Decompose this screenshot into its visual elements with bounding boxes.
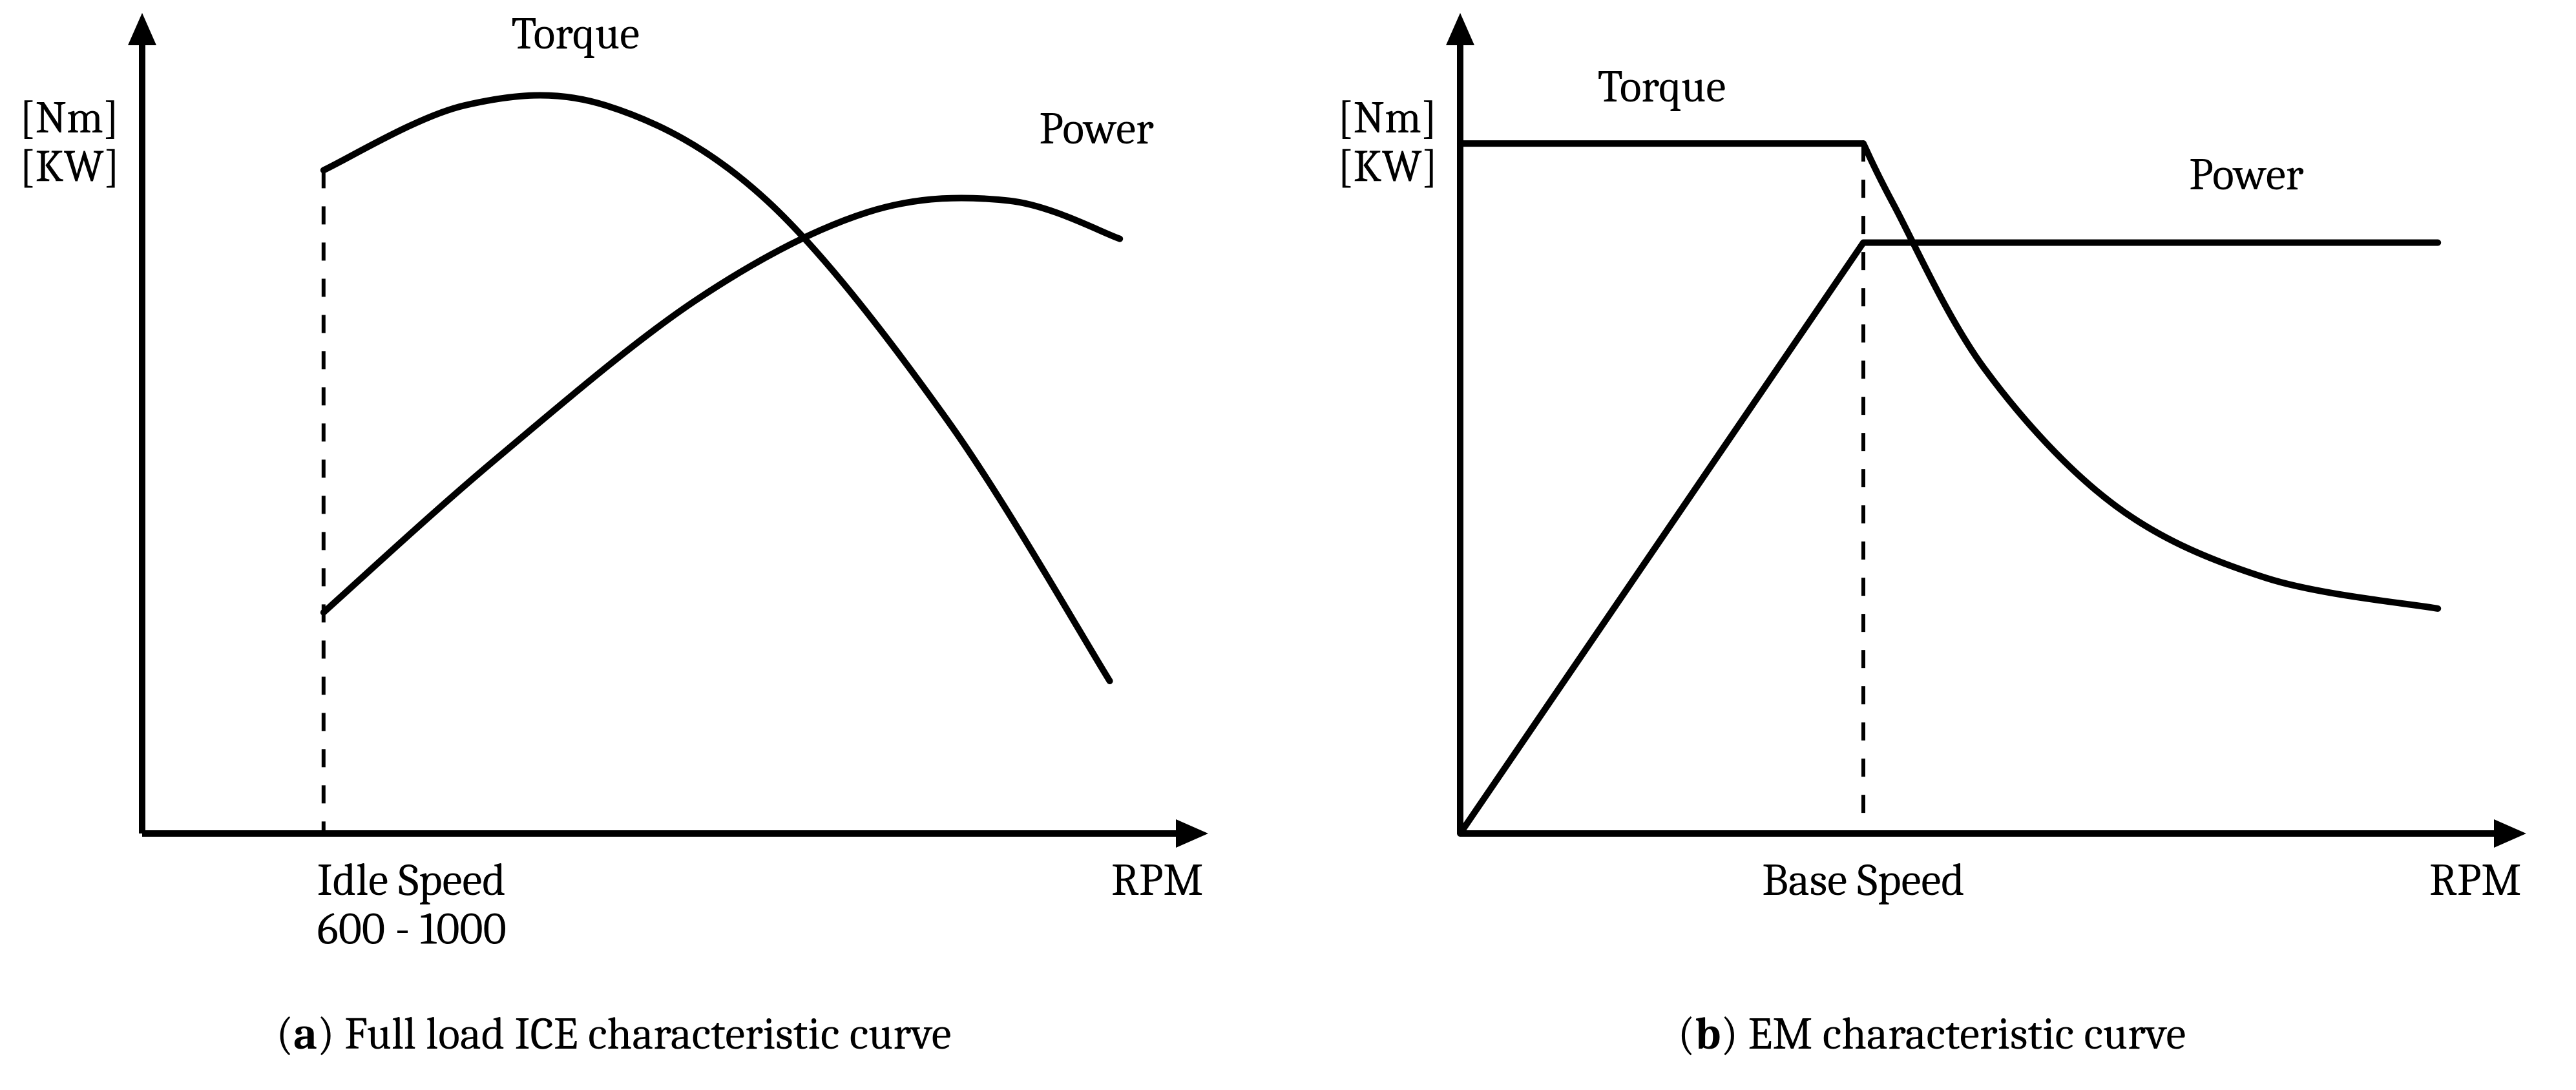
torque-curve — [324, 95, 1110, 681]
torque-label: Torque — [512, 8, 640, 60]
y-axis-label: [Nm][KW] — [19, 92, 120, 193]
caption-a-text: (a) Full load ICE characteristic curve — [277, 1008, 952, 1060]
torque-label: Torque — [1598, 61, 1726, 113]
caption-b-text: (b) EM characteristic curve — [1678, 1008, 2186, 1060]
power-curve — [324, 198, 1120, 612]
page: [Nm][KW] RPM Idle Speed600 - 1000 Torque Pow… — [0, 0, 2576, 1090]
chart-b-svg: [Nm][KW] RPM Base Speed Torque Power — [1318, 0, 2546, 969]
x-axis-arrow — [1176, 819, 1208, 848]
x-axis-label: RPM — [2429, 854, 2521, 907]
panel-a-ice-curve: [Nm][KW] RPM Idle Speed600 - 1000 Torque Pow… — [0, 0, 1228, 1090]
y-axis-label: [Nm][KW] — [1337, 92, 1438, 193]
power-curve — [1460, 243, 2438, 834]
idle-speed-label: Idle Speed600 - 1000 — [317, 854, 507, 956]
caption-a: (a) Full load ICE characteristic curve — [0, 1008, 1228, 1060]
x-axis-label: RPM — [1111, 854, 1203, 907]
y-axis-arrow — [1446, 13, 1474, 45]
y-axis-arrow — [128, 13, 156, 45]
x-axis-arrow — [2494, 819, 2526, 848]
panel-b-em-curve: [Nm][KW] RPM Base Speed Torque Power (b) EM … — [1318, 0, 2546, 1090]
caption-b: (b) EM characteristic curve — [1318, 1008, 2546, 1060]
power-label: Power — [2189, 149, 2304, 201]
chart-a-svg: [Nm][KW] RPM Idle Speed600 - 1000 Torque Pow… — [0, 0, 1228, 969]
base-speed-label: Base Speed — [1762, 854, 1964, 907]
power-label: Power — [1039, 103, 1154, 155]
torque-curve-decay — [1863, 143, 2438, 609]
